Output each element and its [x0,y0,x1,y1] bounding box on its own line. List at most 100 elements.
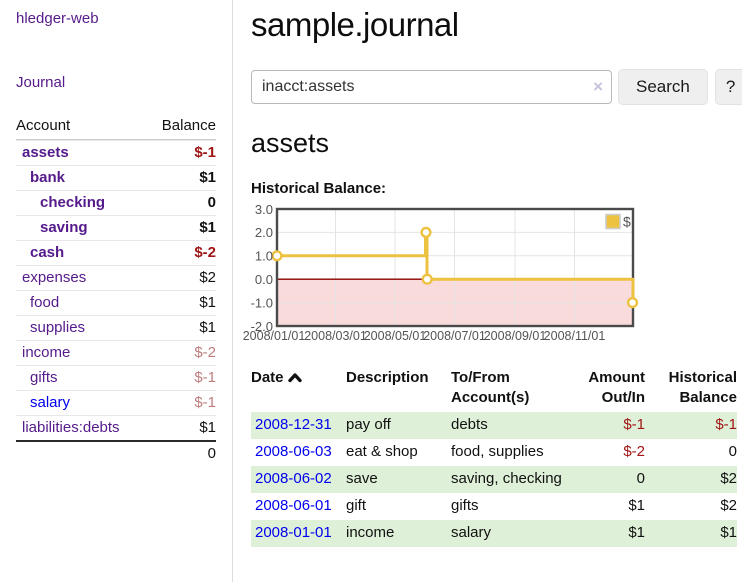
main-content: sample.journal × Search ? assets Histori… [233,0,742,582]
account-row: income $-2 [16,340,216,365]
transaction-description: income [346,524,395,541]
transaction-accounts: salary [451,524,492,541]
search-input[interactable] [251,70,612,104]
svg-text:0.0: 0.0 [255,272,273,287]
svg-text:2008/09/01: 2008/09/01 [484,329,547,343]
account-row: liabilities:debts $1 [16,415,216,440]
account-link-cash[interactable]: cash [30,244,65,261]
account-link-assets[interactable]: assets [22,144,69,161]
account-link-income[interactable]: income [22,344,71,361]
y-axis-labels: 3.0 2.0 1.0 0.0 -1.0 -2.0 [251,202,273,334]
description-column-header: Description [346,369,429,386]
account-balance: $-1 [194,369,216,386]
transaction-balance: $-1 [715,416,737,433]
sidebar: hledger-web Journal Account Balance asse… [0,0,233,582]
historical-balance-chart: $ 3.0 2.0 1.0 0.0 -1.0 -2.0 2008/01/01 2… [240,201,737,356]
account-link-supplies[interactable]: supplies [30,319,86,336]
account-table-header: Account Balance [16,114,216,140]
balance-column-header: Historical Balance [668,369,737,406]
account-total-row: 0 [16,440,216,466]
total-balance: 0 [207,445,216,462]
transaction-description: save [346,470,378,487]
svg-text:2008/01/01: 2008/01/01 [243,329,306,343]
plot-border [275,207,635,328]
account-row: supplies $1 [16,315,216,340]
transaction-balance: $2 [720,497,737,514]
account-row: bank $1 [16,165,216,190]
clear-search-icon[interactable]: × [593,77,603,96]
account-link-liabilities-debts[interactable]: liabilities:debts [22,419,120,436]
account-balance: 0 [207,194,216,211]
account-row: food $1 [16,290,216,315]
account-balance: $-2 [194,244,216,261]
tofrom-column-header: To/From Account(s) [451,369,530,406]
transaction-accounts: debts [451,416,488,433]
transaction-amount: 0 [636,470,645,487]
data-point-markers [271,226,639,309]
svg-text:2008/07/01: 2008/07/01 [423,329,486,343]
account-link-gifts[interactable]: gifts [30,369,58,386]
chart-legend: $ [602,212,631,232]
transaction-accounts: food, supplies [451,443,544,460]
transaction-balance: 0 [728,443,737,460]
sidebar-item-journal[interactable]: Journal [16,74,66,91]
account-link-saving[interactable]: saving [40,219,88,236]
account-link-bank[interactable]: bank [30,169,66,186]
transaction-description: eat & shop [346,443,418,460]
page-title: sample.journal [251,6,459,43]
account-balance: $1 [199,319,216,336]
app-title-link[interactable]: hledger-web [16,10,99,27]
register-row: 2008-06-03 eat & shop food, supplies $-2… [251,439,737,466]
transaction-date-link[interactable]: 2008-06-01 [255,497,332,514]
account-row: assets $-1 [16,140,216,165]
transaction-date-link[interactable]: 2008-06-03 [255,443,332,460]
balance-column-header: Balance [161,117,216,134]
account-link-checking[interactable]: checking [40,194,106,211]
account-row: saving $1 [16,215,216,240]
transaction-balance: $1 [720,524,737,541]
account-link-food[interactable]: food [30,294,60,311]
account-balance: $2 [199,269,216,286]
chart-title: Historical Balance: [251,180,387,197]
transaction-description: pay off [346,416,391,433]
svg-text:2008/03/01: 2008/03/01 [304,329,367,343]
account-balance: $-1 [194,144,216,161]
transaction-amount: $1 [628,524,645,541]
transaction-accounts: gifts [451,497,479,514]
account-balance: $-2 [194,344,216,361]
register-row: 2008-12-31 pay off debts $-1 $-1 [251,412,737,439]
account-column-header: Account [16,117,71,134]
transaction-balance: $2 [720,470,737,487]
svg-text:2008/05/01: 2008/05/01 [364,329,427,343]
transaction-description: gift [346,497,367,514]
svg-text:2008/11/01: 2008/11/01 [544,329,606,343]
account-balance: $-1 [194,394,216,411]
help-button[interactable]: ? [714,69,742,105]
account-link-expenses[interactable]: expenses [22,269,87,286]
transaction-amount: $-2 [623,443,645,460]
svg-text:1.0: 1.0 [255,249,273,264]
transaction-date-link[interactable]: 2008-06-02 [255,470,332,487]
transaction-date-link[interactable]: 2008-12-31 [255,416,332,433]
register-table: Date Description To/From Account(s) Amou… [251,366,737,547]
account-link-salary[interactable]: salary [30,394,71,411]
account-balance: $1 [199,294,216,311]
transaction-date-link[interactable]: 2008-01-01 [255,524,332,541]
account-row: expenses $2 [16,265,216,290]
legend-swatch [605,213,621,230]
legend-label: $ [623,214,631,230]
sort-ascending-icon [287,369,302,389]
account-row: checking 0 [16,190,216,215]
register-header-row: Date Description To/From Account(s) Amou… [251,366,737,412]
account-balance-table: Account Balance assets $-1 bank $1 check… [16,114,216,466]
x-axis-labels: 2008/01/01 2008/03/01 2008/05/01 2008/07… [243,329,606,343]
account-balance: $1 [199,219,216,236]
register-row: 2008-06-02 save saving, checking 0 $2 [251,466,737,493]
account-row: salary $-1 [16,390,216,415]
register-row: 2008-01-01 income salary $1 $1 [251,520,737,547]
chart-svg: $ 3.0 2.0 1.0 0.0 -1.0 -2.0 2008/01/01 2… [243,202,639,343]
search-form: × Search ? [251,69,742,105]
svg-text:3.0: 3.0 [255,202,273,217]
search-button[interactable]: Search [618,69,708,105]
date-column-header[interactable]: Date [251,366,346,412]
